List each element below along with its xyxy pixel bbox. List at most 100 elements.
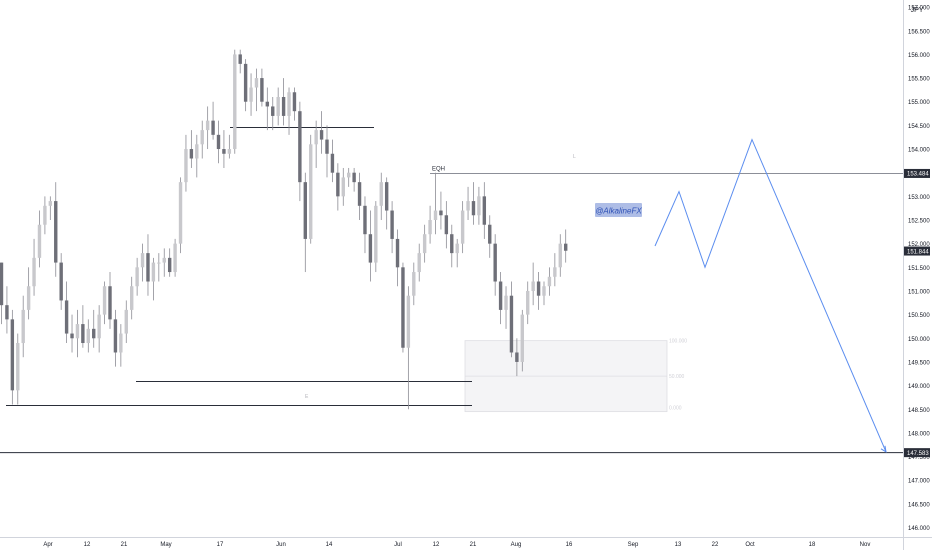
candle-bull: [547, 276, 552, 287]
y-tick-label: 156.000: [908, 53, 930, 59]
candle-bull: [417, 253, 421, 273]
candle-bull: [157, 262, 161, 264]
candle-bull: [520, 314, 524, 362]
x-tick-label: 12: [84, 542, 91, 548]
candle-bear: [368, 234, 373, 263]
candle-bull: [374, 205, 378, 263]
candle-bear: [319, 130, 324, 140]
projection-arrowhead: [880, 445, 887, 453]
candle-bear: [70, 333, 74, 339]
annotations-layer: 100.000 50.000 0.000 EQH E L: [0, 127, 903, 454]
candle-bull: [184, 149, 188, 183]
candle-bear: [271, 106, 275, 116]
candle-bull: [553, 267, 557, 277]
candle-bear: [482, 196, 487, 225]
candle-bull: [422, 234, 427, 254]
candle-bear: [216, 134, 221, 150]
y-tick-label: 149.500: [908, 360, 930, 366]
candle-bull: [309, 144, 313, 239]
x-tick-label: 22: [712, 542, 719, 548]
candle-bear: [395, 238, 400, 268]
candle-bull: [477, 196, 481, 216]
fib-bottom-label: 0.000: [669, 406, 682, 412]
x-tick-label: 12: [433, 542, 440, 548]
price-tag-bg: [904, 246, 930, 256]
candle-bear: [384, 182, 389, 211]
y-tick-label: 146.500: [908, 502, 930, 508]
candle-bull: [178, 182, 183, 244]
candle-bull: [526, 290, 530, 315]
y-tick-label: 152.500: [908, 219, 930, 225]
candle-bull: [86, 328, 90, 344]
candle-bear: [10, 319, 15, 391]
candle-bull: [135, 267, 139, 287]
candle-bear: [265, 101, 270, 107]
price-tag-label: 151.844: [907, 249, 929, 255]
candle-bear: [113, 319, 118, 353]
candle-bear: [564, 243, 568, 251]
candle-bear: [330, 153, 335, 173]
price-tag-bg: [904, 448, 930, 458]
candle-bull: [249, 87, 253, 102]
candle-bear: [281, 96, 286, 116]
candle-bear: [0, 262, 4, 306]
price-tags: 153.484 151.844 147.583: [904, 168, 930, 458]
y-tick-label: 154.000: [908, 148, 930, 154]
candle-bear: [146, 253, 150, 282]
fib-top-label: 100.000: [669, 339, 687, 345]
candle-bear: [59, 262, 63, 301]
candle-bull: [314, 130, 318, 145]
candles-layer: [0, 49, 568, 410]
candle-bull: [287, 92, 291, 116]
candle-bear: [439, 210, 443, 216]
candle-bull: [151, 262, 156, 282]
candle-bull: [455, 243, 459, 254]
candle-bear: [509, 295, 514, 353]
x-tick-label: Aug: [511, 542, 522, 548]
candle-bull: [75, 324, 80, 339]
candle-bull: [276, 96, 280, 116]
candle-bull: [433, 210, 438, 221]
x-tick-label: Jul: [394, 542, 402, 548]
x-tick-label: 14: [326, 542, 333, 548]
y-tick-label: 146.000: [908, 526, 930, 532]
x-tick-label: Apr: [43, 542, 52, 548]
candle-bear: [450, 234, 454, 254]
candle-bull: [412, 272, 416, 296]
price-tag-label: 147.583: [907, 451, 929, 457]
candle-bull: [406, 295, 411, 348]
y-tick-label: 148.000: [908, 431, 930, 437]
candle-bear: [298, 111, 302, 183]
candle-bear: [357, 182, 362, 206]
projection-path: [654, 138, 887, 452]
candle-bull: [48, 201, 53, 206]
candle-bull: [32, 257, 36, 287]
candle-bull: [37, 224, 42, 258]
plot-area[interactable]: [0, 0, 903, 538]
y-tick-label: 155.500: [908, 77, 930, 83]
x-tick-label: 17: [217, 542, 224, 548]
candle-bear: [336, 172, 340, 197]
candle-bear: [5, 305, 9, 320]
candle-bull: [124, 309, 128, 334]
candle-bear: [64, 300, 69, 334]
candle-bear: [243, 63, 248, 102]
candle-bull: [254, 78, 259, 88]
y-tick-label: 156.500: [908, 29, 930, 35]
eqh-label: EQH: [432, 166, 445, 172]
candle-bull: [227, 149, 232, 154]
candle-bear: [493, 243, 497, 282]
x-tick-label: 13: [675, 542, 682, 548]
candle-bull: [130, 286, 134, 310]
candle-bear: [390, 210, 394, 239]
x-tick-label: 18: [809, 542, 816, 548]
candle-bull: [428, 220, 432, 235]
price-tag-label: 153.484: [907, 172, 929, 178]
candle-bull: [140, 253, 145, 268]
candle-bear: [260, 78, 264, 102]
candle-bull: [542, 286, 546, 296]
y-tick-label: 157.000: [908, 6, 930, 12]
x-tick-label: 21: [470, 542, 477, 548]
